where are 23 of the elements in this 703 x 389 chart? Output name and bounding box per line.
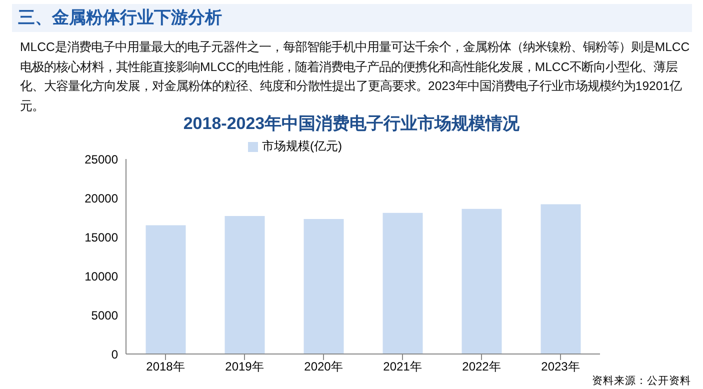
x-tick-label: 2023年 [541, 360, 580, 374]
bar [382, 212, 423, 354]
bar [304, 219, 344, 354]
x-tick-label: 2022年 [462, 360, 501, 374]
y-tick-label: 5000 [91, 308, 118, 322]
y-tick-label: 15000 [84, 230, 118, 244]
x-tick-label: 2021年 [383, 360, 422, 374]
y-tick-label: 20000 [84, 191, 118, 206]
y-tick-label: 25000 [84, 152, 118, 166]
y-tick-label: 0 [111, 347, 118, 362]
bar [540, 204, 581, 354]
x-tick-label: 2020年 [304, 360, 343, 374]
text: MLCC是消费电子中用量最大的电子元器件之一，每部智能手机中用量可达千余个，金属粉体（纳米镍粉、铜粉等）则是MLCC电极的核心材料，其性能直接影响MLCC的电性能，随着消费电子产品的便携化和高性能化发展，MLCC不断向小型化、薄层化、大容量化方向发展，对金属粉体的粒径、纯度和分散性提出了更高要求。2023年中国消费电子行业市场规模约为19201亿元。 [20, 40, 690, 112]
y-tick-label: 10000 [84, 269, 118, 284]
legend-label: 市场规模(亿元) [262, 139, 342, 153]
x-tick-label: 2018年 [146, 360, 185, 374]
bar [462, 208, 502, 354]
x-tick-label: 2019年 [225, 360, 264, 374]
text: 三、金属粉体行业下游分析 [12, 4, 692, 32]
chart-title: 2018-2023年中国消费电子行业市场规模情况 [182, 113, 521, 135]
text: 资料来源：公开资料 [592, 374, 691, 388]
bar [146, 225, 186, 354]
bar [224, 216, 265, 354]
